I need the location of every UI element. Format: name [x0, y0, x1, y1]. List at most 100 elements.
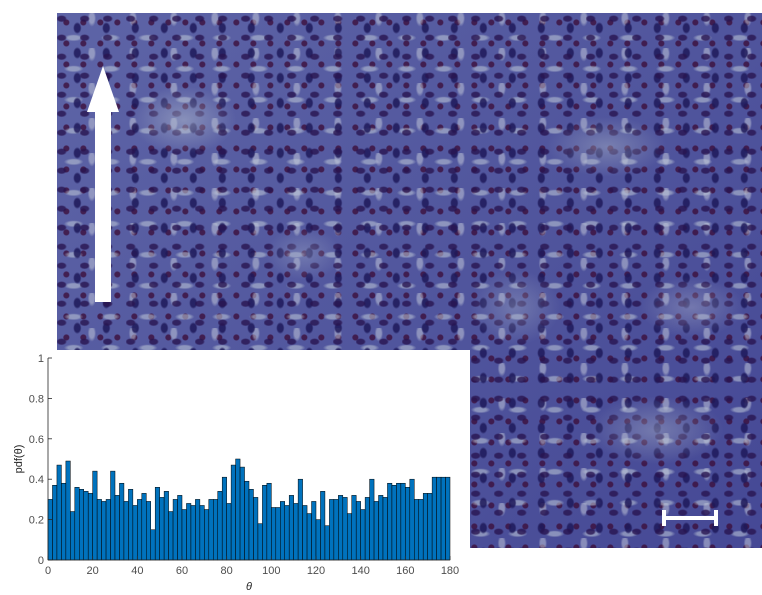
y-axis-label: pdf(θ): [13, 445, 25, 474]
histogram-bar: [409, 478, 415, 561]
histogram-bar: [47, 499, 53, 561]
arrow-head: [87, 66, 119, 112]
histogram-bar: [347, 513, 352, 561]
bar-series: [47, 458, 451, 561]
histogram-bar: [163, 491, 169, 561]
histogram-bar: [382, 497, 388, 561]
histogram-bar: [128, 489, 134, 561]
histogram-bar: [213, 499, 218, 561]
histogram-bar: [61, 482, 67, 561]
histogram-bar: [230, 464, 236, 561]
histogram-bar: [204, 509, 210, 561]
scale-bar-line: [662, 516, 718, 520]
histogram-bar: [101, 501, 107, 561]
histogram-bar: [414, 499, 419, 561]
arrow-shaft: [95, 110, 111, 302]
histogram-bar: [65, 460, 71, 561]
histogram-bar: [87, 493, 93, 561]
histogram-bar: [396, 482, 402, 561]
histogram-bar: [351, 495, 357, 561]
histogram-bar: [320, 491, 326, 561]
histogram-bar: [56, 464, 62, 561]
histogram-bar: [96, 499, 102, 561]
histogram-bar: [199, 505, 205, 561]
histogram-bar: [284, 505, 290, 561]
histogram-bar: [262, 485, 268, 561]
histogram-bar: [355, 501, 361, 561]
histogram-bar: [221, 476, 227, 561]
histogram-bar: [440, 476, 446, 561]
histogram-bar: [114, 495, 120, 561]
up-arrow-icon: [87, 66, 119, 302]
y-tick-label: 0.4: [29, 474, 44, 486]
histogram-bar: [146, 501, 151, 561]
tissue-micrograph: [57, 13, 762, 548]
histogram-bar: [400, 482, 406, 561]
histogram-bar: [315, 519, 321, 561]
histogram-bar: [137, 499, 143, 561]
y-tick-label: 0.6: [29, 434, 44, 446]
x-tick-label: 60: [176, 565, 188, 577]
histogram-bar: [248, 489, 254, 561]
histogram-bar: [208, 499, 214, 561]
histogram-bar: [378, 495, 384, 561]
axes: 0 20 40 60 80 100 120 140 160 180 0 0.2 0.4 0.6 0.8 1: [29, 353, 459, 577]
histogram-bar: [405, 487, 411, 561]
histogram-bar: [235, 458, 241, 561]
histogram-bar: [70, 511, 76, 561]
x-tick-label: 180: [441, 565, 459, 577]
histogram-bar: [226, 503, 232, 561]
x-tick-label: 80: [221, 565, 233, 577]
histogram-bar: [431, 476, 437, 561]
histogram-bar: [168, 511, 174, 561]
scale-bar-left-cap: [662, 510, 666, 526]
histogram-bar: [445, 476, 451, 561]
histogram-bar: [141, 493, 147, 561]
histogram-bar: [244, 480, 250, 561]
histogram-bar: [52, 485, 58, 561]
histogram-bar: [119, 482, 125, 561]
y-tick-label: 0: [38, 555, 44, 567]
scale-bar: [662, 510, 718, 526]
histogram-bar: [302, 505, 308, 561]
histogram-bar: [172, 499, 178, 561]
x-axis-label: θ: [246, 581, 252, 593]
y-tick-label: 0.8: [29, 393, 44, 405]
scale-bar-right-cap: [714, 510, 718, 526]
histogram-bar: [181, 509, 187, 561]
histogram-bar: [311, 501, 317, 561]
histogram-bar: [186, 503, 192, 561]
histogram-bar: [190, 505, 196, 561]
histogram-bar: [364, 497, 370, 561]
histogram-bar: [427, 493, 433, 561]
histogram-bar: [132, 505, 138, 561]
x-tick-label: 20: [87, 565, 99, 577]
histogram-bar: [83, 491, 89, 561]
histogram-bar: [369, 478, 375, 561]
histogram-bar: [418, 499, 424, 561]
x-tick-label: 0: [45, 565, 51, 577]
histogram-bar: [333, 499, 339, 561]
histogram-bar: [342, 497, 348, 561]
histogram-bar: [239, 466, 245, 561]
x-tick-label: 100: [262, 565, 280, 577]
histogram-bar: [297, 478, 303, 561]
histogram-bar: [154, 487, 160, 561]
histogram-bar: [266, 482, 272, 561]
histogram-bar: [92, 470, 98, 561]
histogram-bar: [391, 485, 397, 561]
histogram-bar: [123, 501, 129, 561]
x-tick-label: 140: [351, 565, 369, 577]
histogram-bar: [422, 493, 428, 561]
histogram-bar: [275, 507, 281, 561]
histogram-bar: [150, 529, 156, 561]
histogram-bar: [110, 470, 116, 561]
x-tick-label: 160: [396, 565, 414, 577]
histogram-bar: [79, 489, 84, 561]
x-tick-label: 120: [307, 565, 325, 577]
histogram-bar: [280, 501, 285, 561]
histogram-bar: [288, 495, 294, 561]
histogram-bar: [217, 491, 223, 561]
histogram-bar: [105, 499, 111, 561]
histogram-bar: [338, 495, 344, 561]
